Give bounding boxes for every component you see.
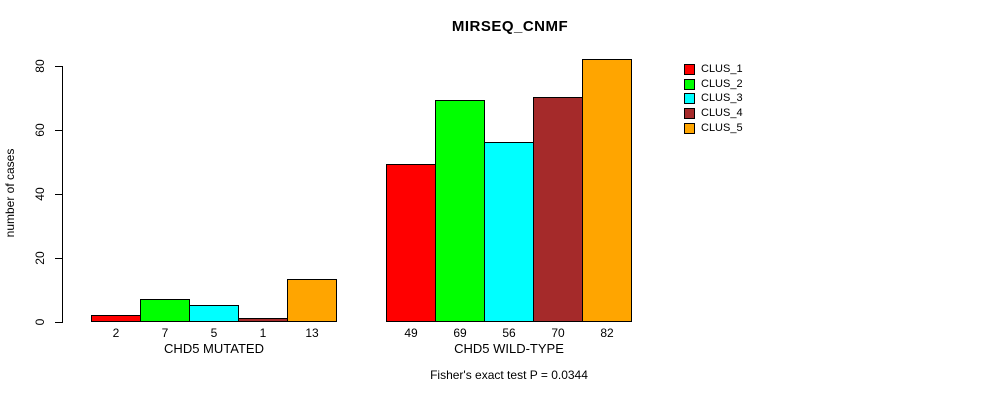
legend-swatch <box>684 107 695 119</box>
bar-value-label: 5 <box>210 326 218 340</box>
legend-label: CLUS_3 <box>701 92 743 105</box>
y-axis-line <box>62 66 63 323</box>
bar-clus_3-group1 <box>189 305 239 322</box>
bar-clus_2-group1 <box>140 299 190 322</box>
y-tick <box>55 66 62 67</box>
bar-value-label: 56 <box>502 326 516 340</box>
y-tick-label: 80 <box>33 59 47 73</box>
bar-clus_5-group2 <box>582 59 632 322</box>
bar-clus_2-group2 <box>435 100 485 322</box>
y-tick <box>55 194 62 195</box>
legend: CLUS_1 CLUS_2 CLUS_3 CLUS_4 CLUS_5 <box>684 62 743 135</box>
bar-value-label: 13 <box>305 326 319 340</box>
bar-value-label: 7 <box>161 326 169 340</box>
annotation-text: Fisher's exact test P = 0.0344 <box>430 368 588 382</box>
bar-value-label: 2 <box>112 326 120 340</box>
legend-swatch <box>684 78 695 90</box>
bar-value-label: 70 <box>551 326 565 340</box>
bar-clus_1-group2 <box>386 164 436 322</box>
chart-title: MIRSEQ_CNMF <box>451 18 569 35</box>
legend-item-clus_4: CLUS_4 <box>684 106 743 121</box>
bar-value-label: 49 <box>404 326 418 340</box>
bar-clus_3-group2 <box>484 142 534 322</box>
y-tick <box>55 258 62 259</box>
bar-clus_4-group1 <box>238 318 288 322</box>
legend-swatch <box>684 63 695 75</box>
legend-label: CLUS_4 <box>701 106 743 119</box>
bar-clus_4-group2 <box>533 97 583 322</box>
y-tick-label: 0 <box>33 318 47 326</box>
bar-value-label: 69 <box>453 326 467 340</box>
group-label-2: CHD5 WILD-TYPE <box>454 341 564 356</box>
legend-swatch <box>684 122 695 134</box>
y-tick-label: 20 <box>33 251 47 265</box>
bar-clus_5-group1 <box>287 279 337 322</box>
bar-value-label: 82 <box>600 326 614 340</box>
legend-swatch <box>684 93 695 105</box>
legend-item-clus_2: CLUS_2 <box>684 77 743 92</box>
y-tick-label: 40 <box>33 187 47 201</box>
group-label-1: CHD5 MUTATED <box>164 341 264 356</box>
legend-label: CLUS_5 <box>701 121 743 134</box>
legend-item-clus_5: CLUS_5 <box>684 121 743 136</box>
y-tick-label: 60 <box>33 123 47 137</box>
legend-label: CLUS_1 <box>701 62 743 75</box>
legend-label: CLUS_2 <box>701 77 743 90</box>
y-axis-label: number of cases <box>3 148 17 238</box>
bar-value-label: 1 <box>259 326 267 340</box>
bar-clus_1-group1 <box>91 315 141 322</box>
y-tick <box>55 322 62 323</box>
legend-item-clus_1: CLUS_1 <box>684 62 743 77</box>
y-tick <box>55 130 62 131</box>
legend-item-clus_3: CLUS_3 <box>684 91 743 106</box>
